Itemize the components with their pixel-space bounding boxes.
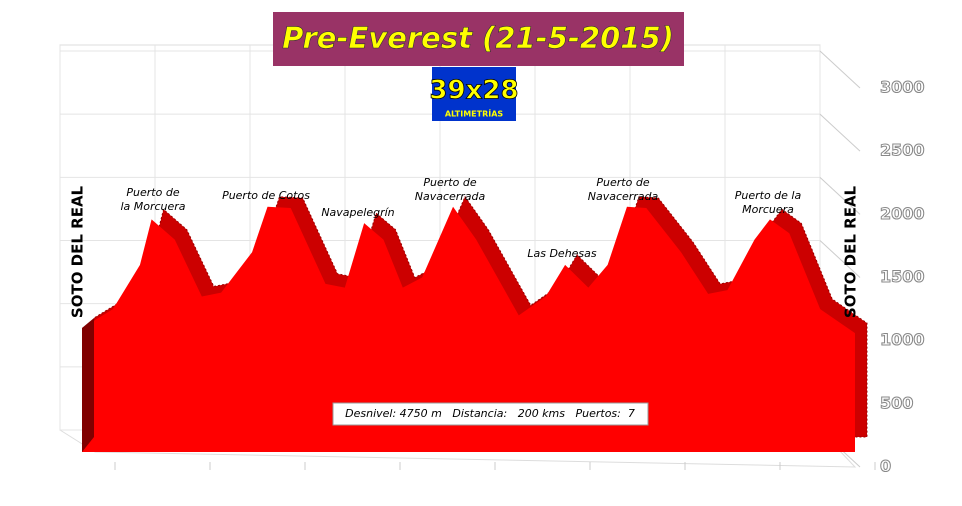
annotation: Navacerrada [415, 190, 486, 203]
info-text: Desnivel: 4750 m Distancia: 200 kms Puer… [345, 407, 635, 420]
y-tick-label: 2500 [880, 141, 925, 160]
logo-text: 39x28 [429, 76, 518, 106]
chart-title: Pre-Everest (21-5-2015) [282, 21, 674, 55]
y-tick-label: 1500 [880, 267, 925, 286]
annotation: Puerto de la [735, 189, 802, 202]
end-label: SOTO DEL REAL [842, 185, 860, 318]
annotation: la Morcuera [120, 200, 185, 213]
annotation: Las Dehesas [527, 247, 597, 260]
title-box [273, 12, 684, 66]
annotation: Morcuera [742, 203, 794, 216]
start-label: SOTO DEL REAL [69, 185, 87, 318]
annotation: Puerto de Cotos [222, 189, 310, 202]
area-left-side [82, 318, 94, 452]
grid-diagonal [819, 113, 861, 152]
logo-subtitle: ALTIMETRÍAS [445, 108, 504, 119]
annotation: Puerto de [596, 176, 649, 189]
y-tick-label: 500 [880, 393, 913, 412]
annotation: Puerto de [126, 186, 179, 199]
grid-diagonal [819, 176, 861, 215]
logo-box [432, 67, 516, 121]
y-tick-label: 3000 [880, 78, 925, 97]
annotation: Puerto de [423, 176, 476, 189]
annotation: Navacerrada [588, 190, 659, 203]
grid-diagonal [819, 50, 861, 89]
area [82, 206, 855, 452]
grid-diagonal [819, 240, 861, 278]
y-tick-label: 1000 [880, 330, 925, 349]
y-tick-label: 2000 [880, 204, 925, 223]
y-tick-label: 0 [880, 457, 891, 476]
annotation: Navapelegrín [321, 206, 394, 219]
info-box [332, 402, 649, 426]
